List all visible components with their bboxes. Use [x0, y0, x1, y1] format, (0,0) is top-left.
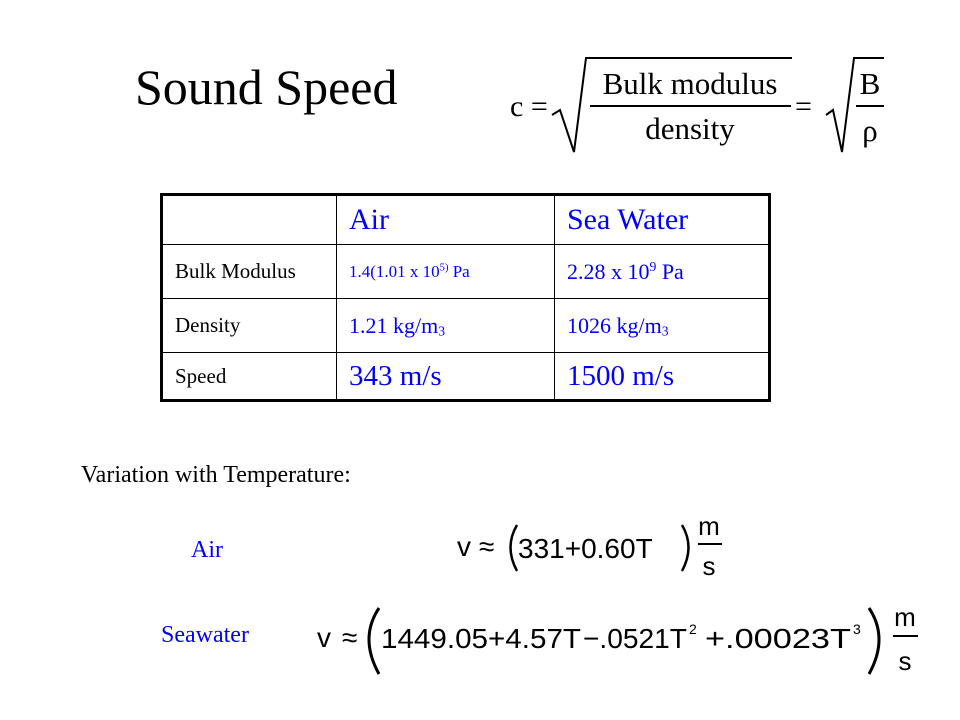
air-density: 1.21 kg/m3	[336, 298, 555, 353]
formula-rho: ρ	[862, 113, 877, 148]
sea-density: 1026 kg/m3	[554, 298, 770, 353]
formula-numerator: Bulk modulus	[603, 66, 778, 101]
row-label-density: Density	[161, 298, 337, 353]
sqrt-sign-1	[551, 57, 792, 153]
sea-formula-term2-exp: 2	[689, 621, 697, 637]
row-label-bulk-modulus: Bulk Modulus	[161, 244, 337, 299]
sea-formula-term3-exp: 3	[853, 621, 861, 637]
sea-bulk-modulus: 2.28 x 109 Pa	[554, 244, 770, 299]
table-header-row: Air Sea Water	[161, 194, 770, 245]
air-speed: 343 m/s	[336, 352, 555, 401]
formula-b: B	[860, 66, 881, 101]
table-row: Density 1.21 kg/m3 1026 kg/m3	[161, 298, 770, 353]
air-formula-s: s	[703, 551, 716, 581]
sea-formula-m: m	[894, 602, 916, 632]
row-label-speed: Speed	[161, 352, 337, 401]
air-bulk-modulus: 1.4(1.01 x 105) Pa	[336, 244, 555, 299]
air-left-paren	[509, 524, 519, 572]
air-formula-v: v	[457, 531, 471, 562]
air-temperature-formula: v ≈ 331+0.60T m s	[457, 511, 722, 581]
sqrt-sign-2	[825, 57, 884, 153]
formula-denominator: density	[645, 111, 735, 146]
sea-formula-approx: ≈	[342, 622, 357, 653]
seawater-temperature-formula: v ≈ 1449.05+4.57T −.0521T 2 +.00023T 3 m…	[317, 602, 918, 676]
comparison-table: Air Sea Water Bulk Modulus 1.4(1.01 x 10…	[160, 193, 771, 402]
table-row: Speed 343 m/s 1500 m/s	[161, 352, 770, 401]
sea-left-paren	[367, 607, 381, 675]
header-sea-water: Sea Water	[554, 194, 770, 245]
sea-speed: 1500 m/s	[554, 352, 770, 401]
sea-formula-term2: −.0521T	[583, 623, 687, 654]
air-formula-approx: ≈	[479, 531, 494, 562]
sea-formula-s: s	[899, 646, 912, 676]
air-label: Air	[191, 537, 223, 563]
table-row: Bulk Modulus 1.4(1.01 x 105) Pa 2.28 x 1…	[161, 244, 770, 299]
air-formula-body: 331+0.60T	[518, 533, 653, 564]
header-air: Air	[336, 194, 555, 245]
air-formula-m: m	[698, 511, 720, 541]
header-empty-cell	[161, 194, 337, 245]
sea-formula-term3: +.00023T	[705, 623, 851, 654]
formula-eq: =	[795, 90, 812, 123]
air-right-paren	[680, 524, 690, 572]
sea-formula-term1: 1449.05+4.57T	[381, 623, 581, 654]
formula-lhs: c =	[510, 90, 548, 123]
variation-heading: Variation with Temperature:	[81, 462, 351, 488]
sea-right-paren	[867, 607, 881, 675]
slide-title: Sound Speed	[135, 59, 398, 115]
seawater-label: Seawater	[161, 622, 249, 648]
sound-speed-formula: c = Bulk modulus density = B ρ	[510, 57, 884, 153]
sea-formula-v: v	[317, 622, 331, 653]
